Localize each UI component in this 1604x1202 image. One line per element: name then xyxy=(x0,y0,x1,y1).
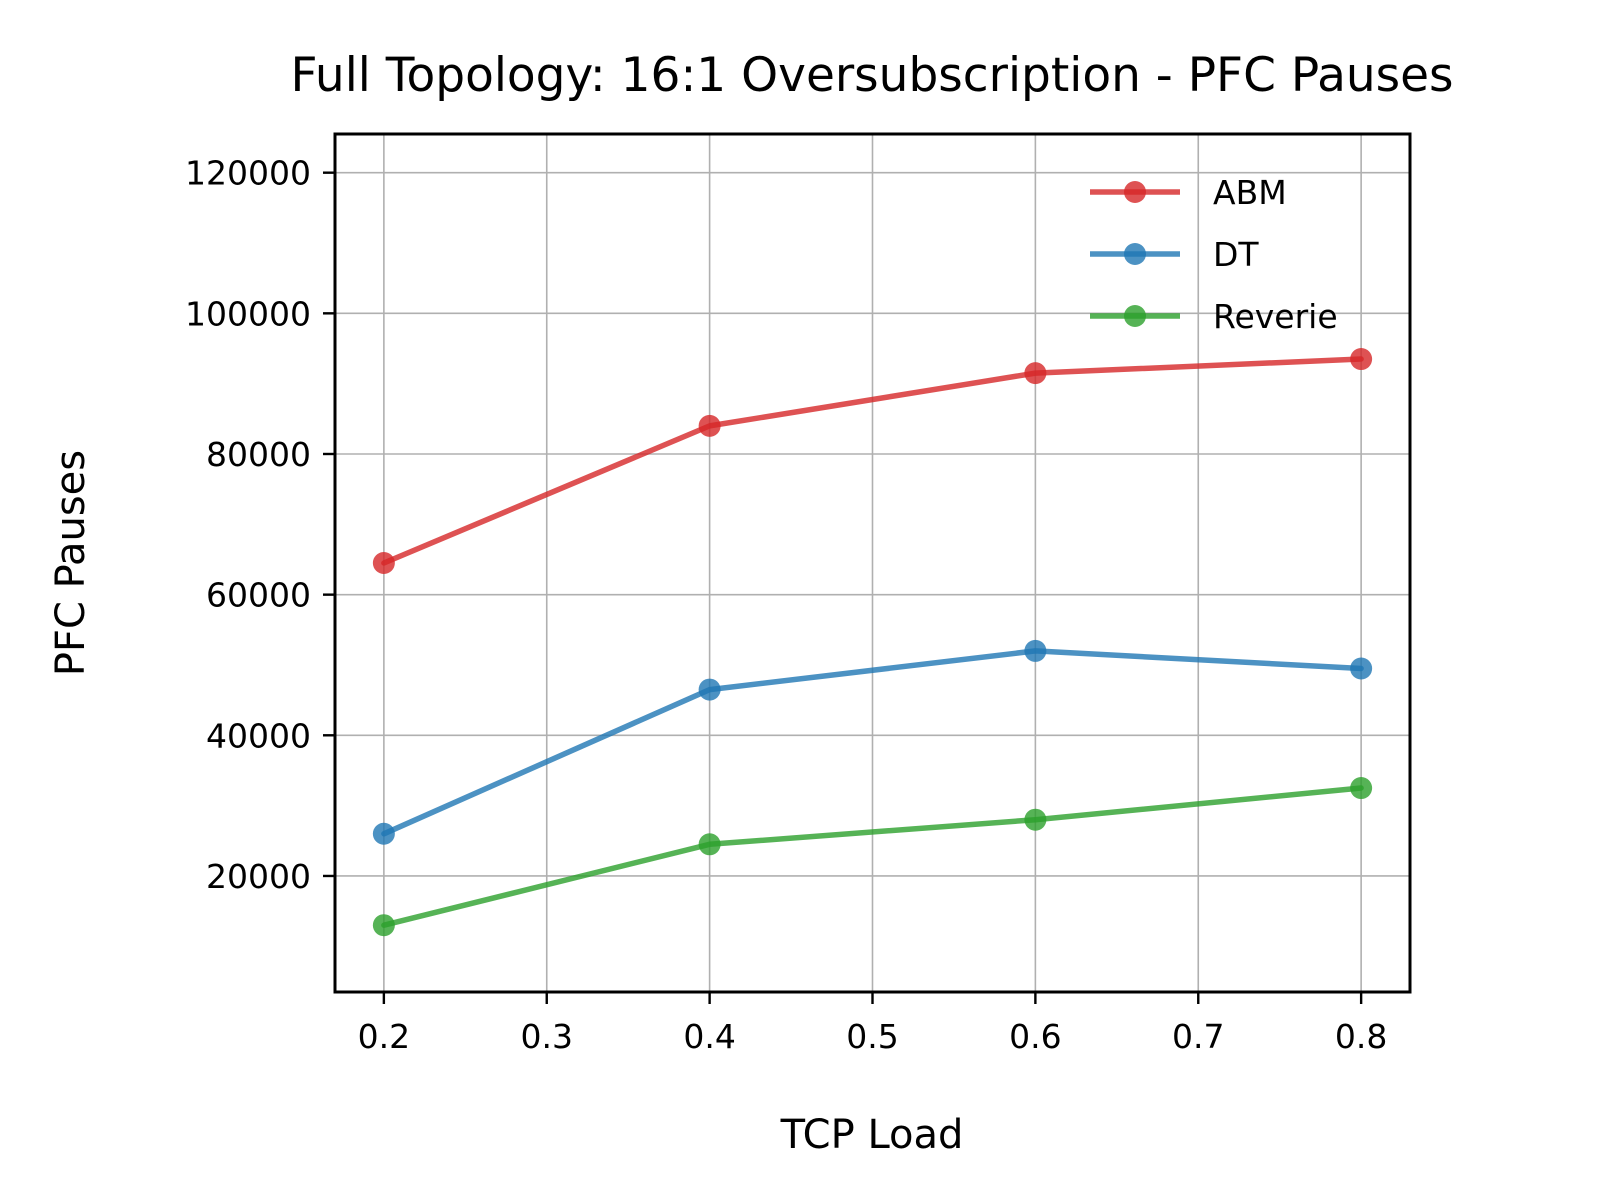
x-tick-label: 0.7 xyxy=(1172,1017,1224,1056)
legend-item-abm: ABM xyxy=(1090,173,1287,212)
legend-item-reverie: Reverie xyxy=(1090,297,1338,336)
data-point-dt xyxy=(1350,657,1373,680)
data-point-reverie xyxy=(698,833,721,856)
series-abm xyxy=(372,348,1373,574)
y-tick-label: 40000 xyxy=(206,716,311,755)
x-tick-label: 0.6 xyxy=(1009,1017,1061,1056)
series-reverie xyxy=(372,777,1373,937)
y-tick-label: 20000 xyxy=(206,857,311,896)
legend-label-reverie: Reverie xyxy=(1213,297,1338,336)
data-point-dt xyxy=(372,822,395,845)
x-axis-ticks: 0.2 0.3 0.4 0.5 0.6 0.7 0.8 xyxy=(358,992,1387,1056)
x-tick-label: 0.8 xyxy=(1335,1017,1387,1056)
grid xyxy=(335,134,1410,992)
y-tick-label: 100000 xyxy=(185,294,311,333)
legend-marker-reverie xyxy=(1124,305,1146,327)
series-line-dt xyxy=(381,648,1364,837)
y-axis-ticks: 20000 40000 60000 80000 100000 120000 xyxy=(185,154,335,896)
data-point-reverie xyxy=(1350,777,1373,800)
data-point-dt xyxy=(1024,639,1047,662)
x-tick-label: 0.2 xyxy=(358,1017,410,1056)
series-line-abm xyxy=(381,356,1364,566)
data-point-abm xyxy=(1350,348,1373,371)
series-lines xyxy=(372,348,1373,937)
legend-marker-dt xyxy=(1124,243,1146,265)
x-tick-label: 0.4 xyxy=(683,1017,735,1056)
data-point-abm xyxy=(372,552,395,574)
series-line-reverie xyxy=(381,785,1364,928)
legend: ABM DT Reverie xyxy=(1090,173,1338,336)
y-tick-label: 80000 xyxy=(206,435,311,474)
legend-marker-abm xyxy=(1124,181,1146,203)
y-axis-label: PFC Pauses xyxy=(48,450,94,676)
chart-title: Full Topology: 16:1 Oversubscription - P… xyxy=(290,48,1453,103)
data-point-abm xyxy=(698,414,721,437)
data-point-reverie xyxy=(372,914,395,937)
y-tick-label: 120000 xyxy=(185,154,311,193)
legend-label-abm: ABM xyxy=(1213,173,1287,212)
legend-item-dt: DT xyxy=(1090,235,1259,274)
x-tick-label: 0.3 xyxy=(521,1017,573,1056)
y-tick-label: 60000 xyxy=(206,576,311,615)
data-point-reverie xyxy=(1024,808,1047,831)
x-tick-label: 0.5 xyxy=(846,1017,898,1056)
legend-label-dt: DT xyxy=(1213,235,1259,274)
data-point-dt xyxy=(698,678,721,701)
x-axis-label: TCP Load xyxy=(780,1112,964,1158)
series-dt xyxy=(372,639,1373,845)
data-point-abm xyxy=(1024,362,1047,385)
